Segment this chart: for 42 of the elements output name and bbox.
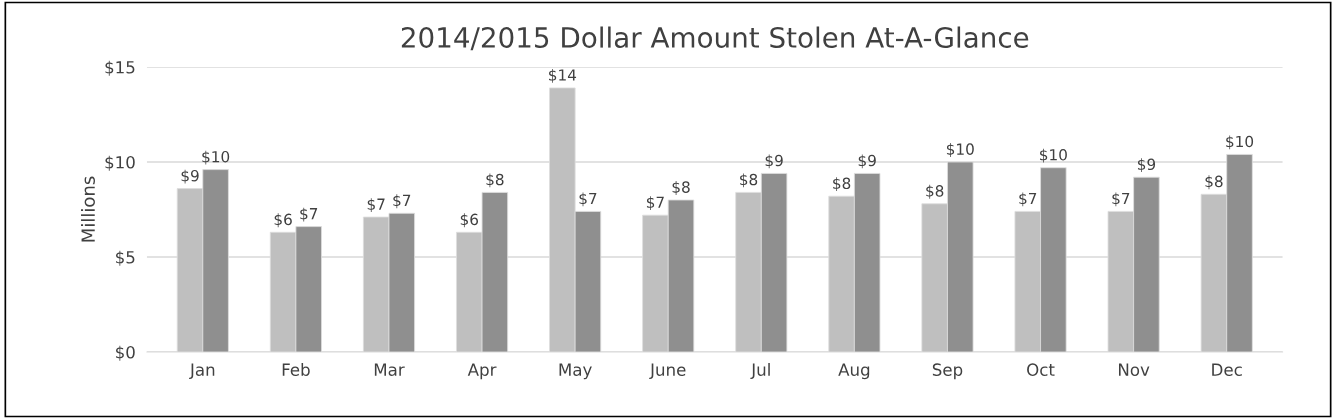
- data-label: $7: [579, 192, 597, 207]
- chart-title: 2014/2015 Dollar Amount Stolen At-A-Glance: [401, 26, 1029, 51]
- data-label: $7: [1112, 192, 1130, 207]
- data-label: $8: [486, 173, 504, 188]
- x-tick-label: Dec: [1212, 363, 1242, 376]
- data-label: $7: [367, 198, 385, 212]
- data-label: $10: [1226, 135, 1254, 150]
- data-label: $10: [946, 143, 974, 157]
- x-tick-label: Sep: [932, 363, 963, 380]
- x-tick-label: June: [649, 363, 686, 380]
- data-label: $14: [549, 68, 577, 83]
- data-label: $8: [740, 173, 758, 188]
- x-tick-label: Oct: [1027, 363, 1055, 376]
- data-label: $8: [926, 184, 944, 199]
- data-label: $7: [646, 196, 664, 211]
- data-label: $9: [858, 154, 876, 169]
- data-label: $7: [300, 207, 318, 222]
- x-tick-label: Jan: [189, 363, 215, 380]
- data-label: $7: [1019, 192, 1037, 207]
- data-label: $10: [1040, 148, 1067, 163]
- data-label: $8: [833, 177, 851, 192]
- x-tick-label: Feb: [282, 363, 310, 376]
- data-label: $10: [202, 150, 230, 165]
- x-tick-label: Apr: [467, 363, 497, 380]
- data-label: $6: [460, 213, 479, 228]
- data-label: $9: [1137, 158, 1156, 173]
- y-tick-label: $10: [105, 155, 135, 171]
- y-tick-label: $5: [116, 250, 135, 266]
- x-tick-label: Aug: [838, 363, 870, 380]
- data-label: $9: [765, 154, 783, 169]
- x-tick-label: Nov: [1119, 363, 1150, 376]
- x-tick-label: May: [559, 363, 592, 380]
- data-label: $8: [672, 181, 690, 195]
- x-tick-label: Jul: [750, 363, 770, 380]
- data-label: $8: [1205, 175, 1223, 190]
- y-tick-label: $0: [116, 345, 135, 361]
- x-tick-label: Mar: [374, 363, 405, 376]
- data-label: $7: [393, 194, 411, 209]
- data-label: $6: [274, 213, 292, 228]
- y-tick-label: $15: [105, 60, 135, 76]
- y-axis-title: Millions: [81, 176, 95, 242]
- data-label: $9: [181, 169, 199, 184]
